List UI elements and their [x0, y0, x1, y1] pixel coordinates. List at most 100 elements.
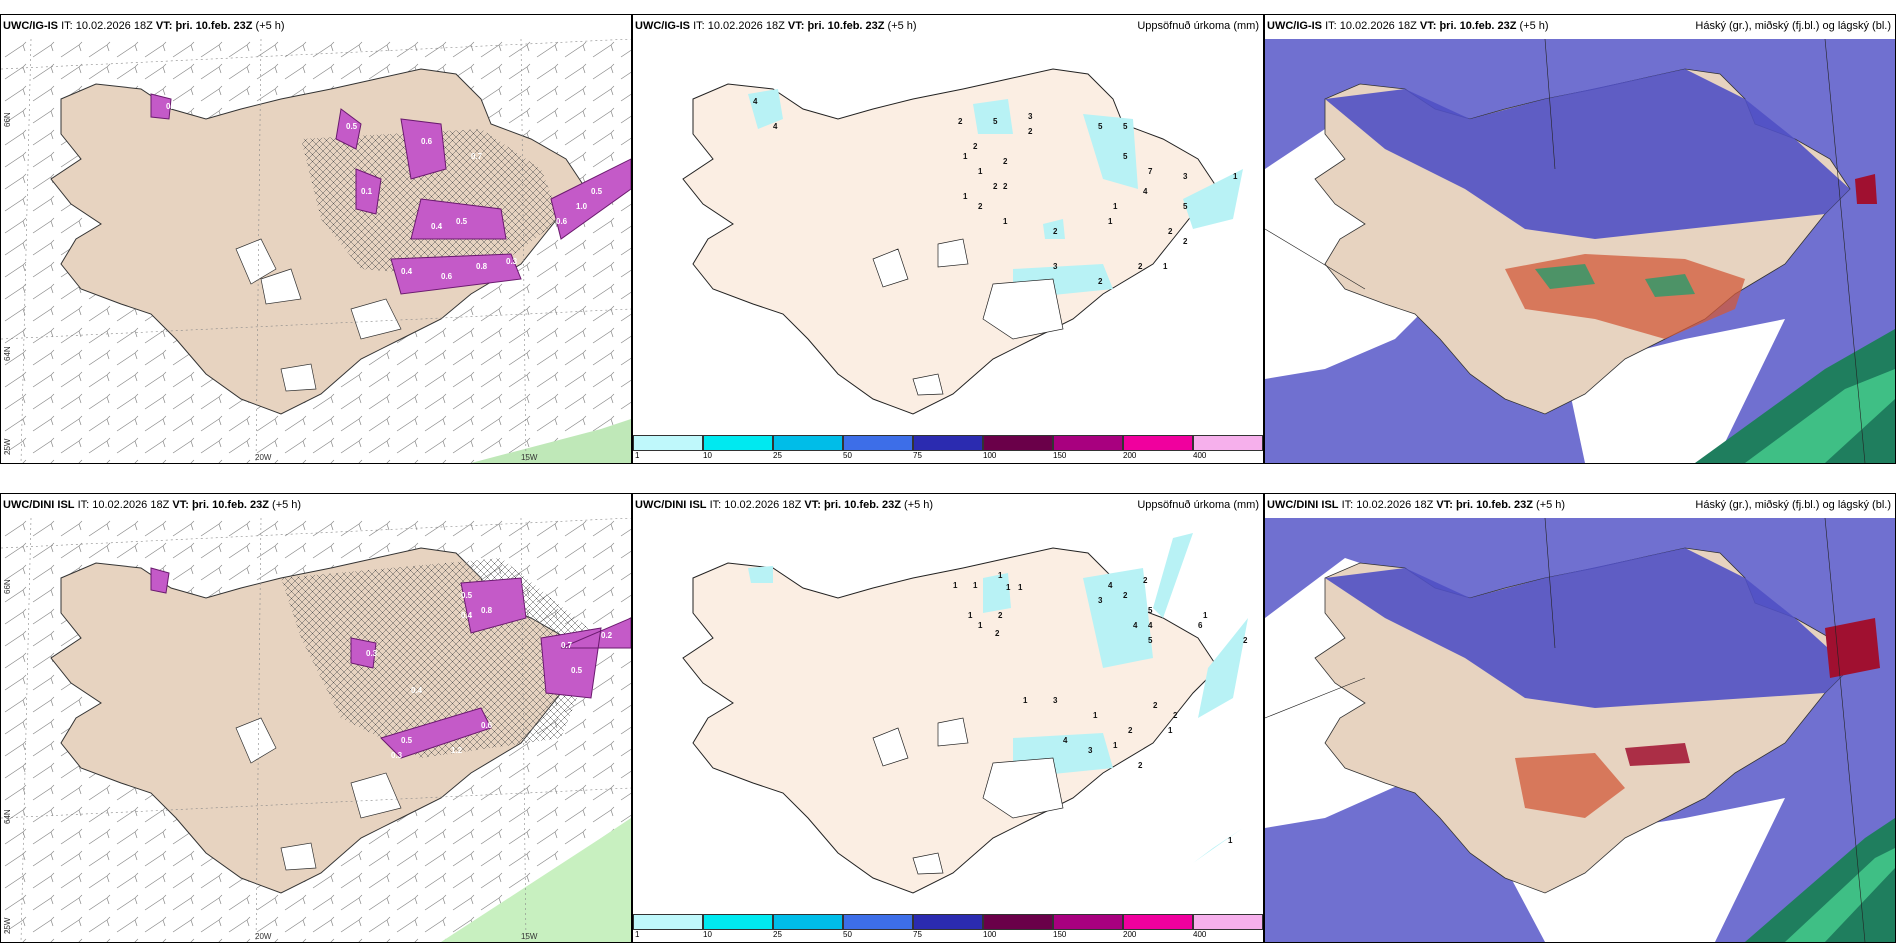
- wind-label: 0.8: [476, 262, 488, 271]
- wind-label: 0.6: [421, 137, 433, 146]
- precip-label: 4: [1063, 736, 1068, 745]
- colorbar-segment: [1123, 435, 1193, 451]
- wind-value-labels: 0.3 0.5 0.4 0.8 0.4 0.3 0.5 1.2 0.6 0.7 …: [366, 591, 613, 760]
- precip-value-labels: 1 1 1 1 1 1 1 2 2 4 2 3 2 5 4 4 5 6 1 2: [953, 571, 1248, 845]
- lat-label-66: 66N: [3, 112, 12, 127]
- precip-label: 1: [1228, 836, 1233, 845]
- wind-map-top: UWC/IG-IS IT: 10.02.2026 18Z VT: þri. 10…: [0, 14, 632, 464]
- wind-map-area: 0.3 0.5 0.4 0.8 0.4 0.3 0.5 1.2 0.6 0.7 …: [1, 518, 631, 942]
- wind-map-area: 0.6 0.5 0.1 0.6 0.4 0.7 0.5 0.4 0.6 0.8 …: [1, 39, 631, 463]
- precip-label: 6: [1198, 621, 1203, 630]
- vt-label: VT:: [155, 20, 173, 32]
- colorbar-tick: 25: [773, 930, 782, 939]
- precip-label: 2: [973, 142, 978, 151]
- precip-label: 1: [1113, 741, 1118, 750]
- colorbar-tick: 10: [703, 451, 712, 460]
- wind-label: 0.7: [561, 641, 573, 650]
- wind-label: 0.6: [481, 721, 493, 730]
- valid-time: þri. 10.feb. 23Z: [1455, 499, 1533, 511]
- precip-map-area: 4 4 2 5 3 2 2 1 1 2 2 1 2 2 1 5 5 5 7 4: [633, 39, 1263, 437]
- precip-colorbar: 1 10 25 50 75 100 150 200 400: [633, 914, 1263, 939]
- lon-label-15w: 15W: [521, 453, 538, 462]
- colorbar-tick: 25: [773, 451, 782, 460]
- it-label: IT:: [1341, 499, 1354, 511]
- precip-label: 3: [1053, 262, 1058, 271]
- wind-label: 0.4: [431, 222, 443, 231]
- colorbar-segment: [1053, 914, 1123, 930]
- precip-label: 2: [1183, 237, 1188, 246]
- valid-time: þri. 10.feb. 23Z: [175, 20, 253, 32]
- precip-label: 2: [1153, 701, 1158, 710]
- lead-time: (+5 h): [272, 499, 302, 511]
- precip-label: 2: [998, 611, 1003, 620]
- wind-value-labels: 0.6 0.5 0.1 0.6 0.4 0.7 0.5 0.4 0.6 0.8 …: [166, 102, 603, 281]
- valid-time: þri. 10.feb. 23Z: [807, 20, 885, 32]
- precip-label: 2: [1173, 711, 1178, 720]
- init-time: 10.02.2026 18Z: [92, 499, 170, 511]
- it-label: IT:: [77, 499, 90, 511]
- cloud-map-top: UWC/IG-IS IT: 10.02.2026 18Z VT: þri. 10…: [1264, 14, 1896, 464]
- precip-label: 2: [1098, 277, 1103, 286]
- wind-label: 0.4: [461, 611, 473, 620]
- precip-label: 4: [1143, 187, 1148, 196]
- vt-label: VT:: [804, 499, 821, 511]
- colorbar-segment: [1123, 914, 1193, 930]
- wind-label: 0.5: [401, 736, 413, 745]
- panel-header: UWC/IG-IS IT: 10.02.2026 18Z VT: þri. 10…: [633, 15, 1263, 39]
- wind-label: 0.7: [471, 152, 483, 161]
- model-name: UWC/IG-IS: [635, 20, 690, 32]
- precip-label: 1: [963, 192, 968, 201]
- colorbar-segment: [1193, 435, 1263, 451]
- lead-time: (+5 h): [904, 499, 934, 511]
- colorbar-tick: 200: [1123, 451, 1137, 460]
- wind-label: 0.1: [361, 187, 373, 196]
- precip-label: 2: [958, 117, 963, 126]
- init-time: 10.02.2026 18Z: [75, 20, 153, 32]
- precip-label: 3: [1053, 696, 1058, 705]
- precip-label: 2: [1143, 576, 1148, 585]
- lead-time: (+5 h): [1536, 499, 1566, 511]
- precip-label: 2: [1003, 182, 1008, 191]
- cloud-title: Háský (gr.), miðský (fj.bl.) og lágský (…: [1695, 20, 1891, 32]
- lon-label-20w: 20W: [255, 453, 272, 462]
- precip-label: 3: [1028, 112, 1033, 121]
- precip-label: 5: [1098, 122, 1103, 131]
- colorbar-tick: 50: [843, 451, 852, 460]
- wind-label: 1.2: [451, 746, 463, 755]
- colorbar-tick: 10: [703, 930, 712, 939]
- precip-label: 1: [1093, 711, 1098, 720]
- colorbar-segment: [773, 435, 843, 451]
- precip-label: 1: [1018, 583, 1023, 592]
- precip-label: 2: [1028, 127, 1033, 136]
- precip-label: 5: [1148, 636, 1153, 645]
- precip-label: 4: [1133, 621, 1138, 630]
- precip-label: 1: [978, 621, 983, 630]
- precip-label: 2: [1138, 761, 1143, 770]
- model-name: UWC/DINI ISL: [635, 499, 707, 511]
- colorbar-segment: [913, 914, 983, 930]
- precip-label: 1: [968, 611, 973, 620]
- vt-label: VT:: [1419, 20, 1437, 32]
- precip-label: 1: [1203, 611, 1208, 620]
- precip-map-top: UWC/IG-IS IT: 10.02.2026 18Z VT: þri. 10…: [632, 14, 1264, 464]
- precip-value-labels: 4 4 2 5 3 2 2 1 1 2 2 1 2 2 1 5 5 5 7 4: [753, 97, 1238, 286]
- init-time: 10.02.2026 18Z: [1339, 20, 1417, 32]
- colorbar-segment: [983, 435, 1053, 451]
- panel-header: UWC/DINI ISL IT: 10.02.2026 18Z VT: þri.…: [1265, 494, 1895, 518]
- init-time: 10.02.2026 18Z: [1356, 499, 1434, 511]
- vt-label: VT:: [787, 20, 805, 32]
- wind-label: 0.6: [556, 217, 568, 226]
- precip-label: 5: [993, 117, 998, 126]
- precip-label: 1: [1168, 726, 1173, 735]
- colorbar-tick: 400: [1193, 451, 1207, 460]
- colorbar-tick: 75: [913, 451, 922, 460]
- colorbar-segment: [983, 914, 1053, 930]
- precip-label: 1: [963, 152, 968, 161]
- precip-label: 2: [993, 182, 998, 191]
- model-name: UWC/IG-IS: [3, 20, 58, 32]
- precip-label: 4: [753, 97, 758, 106]
- init-time: 10.02.2026 18Z: [707, 20, 785, 32]
- lead-time: (+5 h): [887, 20, 917, 32]
- valid-time: þri. 10.feb. 23Z: [1439, 20, 1517, 32]
- colorbar-segment: [633, 914, 703, 930]
